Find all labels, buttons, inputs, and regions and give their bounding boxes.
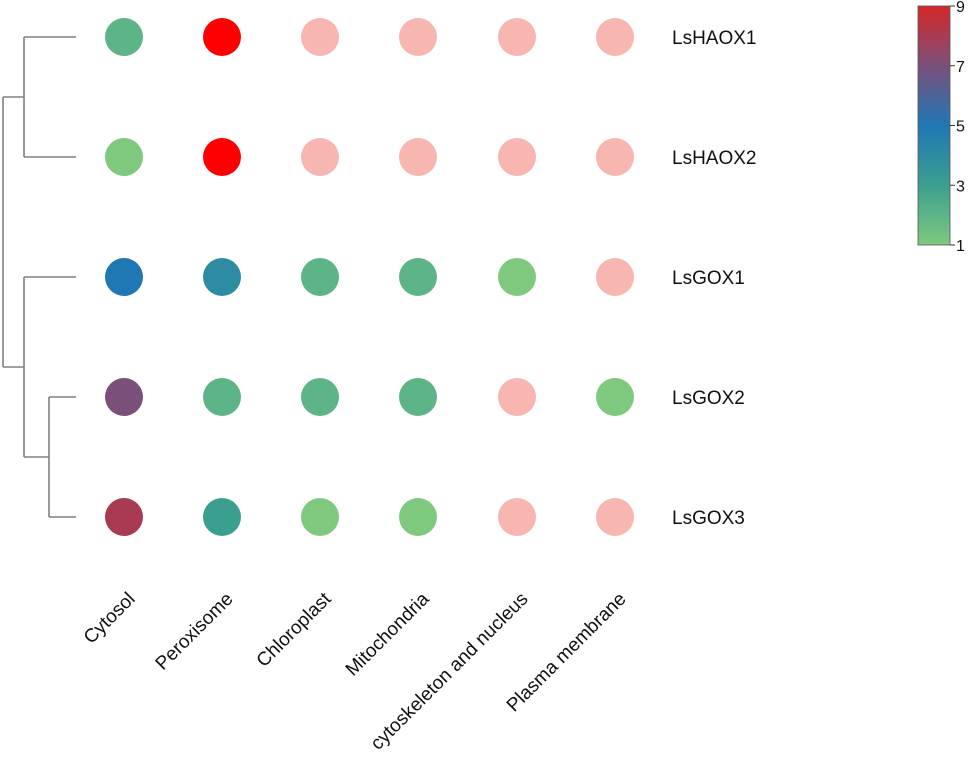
dot-matrix — [105, 18, 634, 536]
dot-LsHAOX2-2 — [301, 138, 339, 176]
colorbar-gradient — [917, 5, 951, 246]
dot-LsGOX3-3 — [399, 498, 437, 536]
row-label: LsGOX3 — [672, 508, 745, 529]
column-label: cytoskeleton and nucleus — [367, 589, 533, 755]
colorbar-tick-label: 9 — [956, 0, 965, 16]
dendrogram — [2, 36, 76, 518]
dot-LsGOX1-1 — [203, 258, 241, 296]
colorbar-tick-label: 3 — [956, 178, 965, 195]
dot-LsGOX1-2 — [301, 258, 339, 296]
dot-LsHAOX1-0 — [105, 18, 143, 56]
dot-LsGOX2-0 — [105, 378, 143, 416]
dot-LsHAOX1-3 — [399, 18, 437, 56]
dot-LsGOX3-0 — [105, 498, 143, 536]
colorbar-legend: 1 3 5 7 9 — [917, 0, 965, 255]
dot-LsGOX2-2 — [301, 378, 339, 416]
dot-LsGOX2-3 — [399, 378, 437, 416]
row-label: LsGOX2 — [672, 388, 745, 409]
colorbar-tick-label: 7 — [956, 59, 965, 76]
dot-LsGOX2-4 — [498, 378, 536, 416]
dot-LsHAOX2-1 — [203, 138, 241, 176]
dot-LsGOX3-4 — [498, 498, 536, 536]
column-label: Mitochondria — [342, 588, 434, 680]
colorbar-tick-label: 5 — [956, 119, 965, 136]
dot-LsHAOX1-5 — [596, 18, 634, 56]
dot-LsGOX3-2 — [301, 498, 339, 536]
dot-LsGOX3-1 — [203, 498, 241, 536]
dot-LsGOX1-4 — [498, 258, 536, 296]
dot-LsGOX1-5 — [596, 258, 634, 296]
dot-LsGOX3-5 — [596, 498, 634, 536]
dot-LsGOX2-1 — [203, 378, 241, 416]
dot-LsHAOX2-5 — [596, 138, 634, 176]
row-label: LsHAOX1 — [672, 28, 756, 49]
dot-LsHAOX1-1 — [203, 18, 241, 56]
row-label: LsGOX1 — [672, 268, 745, 289]
dot-LsHAOX2-4 — [498, 138, 536, 176]
dot-LsHAOX1-2 — [301, 18, 339, 56]
dot-LsGOX1-3 — [399, 258, 437, 296]
column-labels: Cytosol Peroxisome Chloroplast Mitochondria… — [80, 588, 631, 754]
dot-LsGOX2-5 — [596, 378, 634, 416]
dot-LsHAOX2-3 — [399, 138, 437, 176]
column-label: Chloroplast — [253, 588, 336, 671]
dot-LsHAOX2-0 — [105, 138, 143, 176]
row-label: LsHAOX2 — [672, 148, 756, 169]
column-label: Peroxisome — [152, 589, 238, 675]
column-label: Cytosol — [80, 589, 140, 649]
dot-LsGOX1-0 — [105, 258, 143, 296]
dot-LsHAOX1-4 — [498, 18, 536, 56]
colorbar-tick-label: 1 — [956, 238, 965, 255]
row-labels: LsHAOX1 LsHAOX2 LsGOX1 LsGOX2 LsGOX3 — [672, 28, 756, 529]
